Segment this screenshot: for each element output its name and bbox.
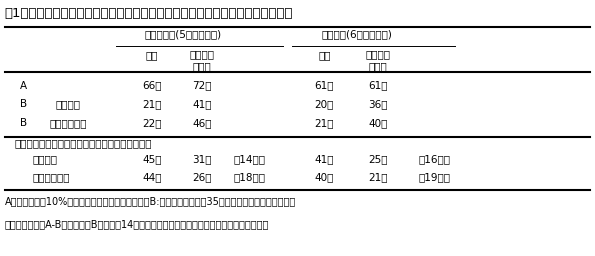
Text: B: B [20, 99, 27, 109]
Text: 41日: 41日 [315, 154, 334, 164]
Text: 45日: 45日 [142, 154, 161, 164]
Text: 晩播栽培(6月上旬播種): 晩播栽培(6月上旬播種) [321, 29, 393, 40]
Text: （16日）: （16日） [418, 154, 450, 164]
Text: リビング
マルチ: リビング マルチ [365, 49, 390, 71]
Text: 21日: 21日 [142, 99, 161, 109]
Text: B: B [20, 118, 27, 128]
Text: 標準期栽培(5月下旬播種): 標準期栽培(5月下旬播種) [145, 29, 221, 40]
Text: 慣行: 慣行 [145, 50, 158, 60]
Text: （19日）: （19日） [418, 172, 450, 182]
Text: （14日）: （14日） [234, 154, 266, 164]
Text: リビング
マルチ: リビング マルチ [190, 49, 215, 71]
Text: 61日: 61日 [368, 80, 387, 91]
Text: 66日: 66日 [142, 80, 161, 91]
Text: 除草必要期間（リビングマルチによる短縮日数）: 除草必要期間（リビングマルチによる短縮日数） [15, 138, 152, 148]
Text: 20日: 20日 [315, 99, 334, 109]
Text: 44日: 44日 [142, 172, 161, 182]
Text: 26日: 26日 [193, 172, 212, 182]
Text: A：相対照度が10%以下になる作物の播種後日数．B:雑草の草丈が高さ35㎝に達するのに要する日数．: A：相対照度が10%以下になる作物の播種後日数．B:雑草の草丈が高さ35㎝に達す… [5, 196, 296, 206]
Text: （18日）: （18日） [234, 172, 266, 182]
Text: 21日: 21日 [315, 118, 334, 128]
Text: 72日: 72日 [193, 80, 212, 91]
Text: 25日: 25日 [368, 154, 387, 164]
Text: 40日: 40日 [315, 172, 334, 182]
Text: A: A [20, 80, 27, 91]
Text: 40日: 40日 [368, 118, 387, 128]
Text: 表1　イヌビエとオオイヌタデの除草必要期間とリビングマルチによる短縮日数: 表1 イヌビエとオオイヌタデの除草必要期間とリビングマルチによる短縮日数 [5, 7, 293, 20]
Text: 36日: 36日 [368, 99, 387, 109]
Text: 除草必要期間：A-B　（なお，Bは播種後14日目に移植した雑草の伸長速度を用いて算出した）: 除草必要期間：A-B （なお，Bは播種後14日目に移植した雑草の伸長速度を用いて… [5, 219, 269, 229]
Text: 21日: 21日 [368, 172, 387, 182]
Text: 61日: 61日 [315, 80, 334, 91]
Text: 41日: 41日 [193, 99, 212, 109]
Text: 31日: 31日 [193, 154, 212, 164]
Text: オオイヌタデ: オオイヌタデ [33, 172, 70, 182]
Text: イヌビエ: イヌビエ [33, 154, 58, 164]
Text: 22日: 22日 [142, 118, 161, 128]
Text: 慣行: 慣行 [318, 50, 331, 60]
Text: オオイヌタデ: オオイヌタデ [49, 118, 87, 128]
Text: 46日: 46日 [193, 118, 212, 128]
Text: イヌビエ: イヌビエ [56, 99, 81, 109]
